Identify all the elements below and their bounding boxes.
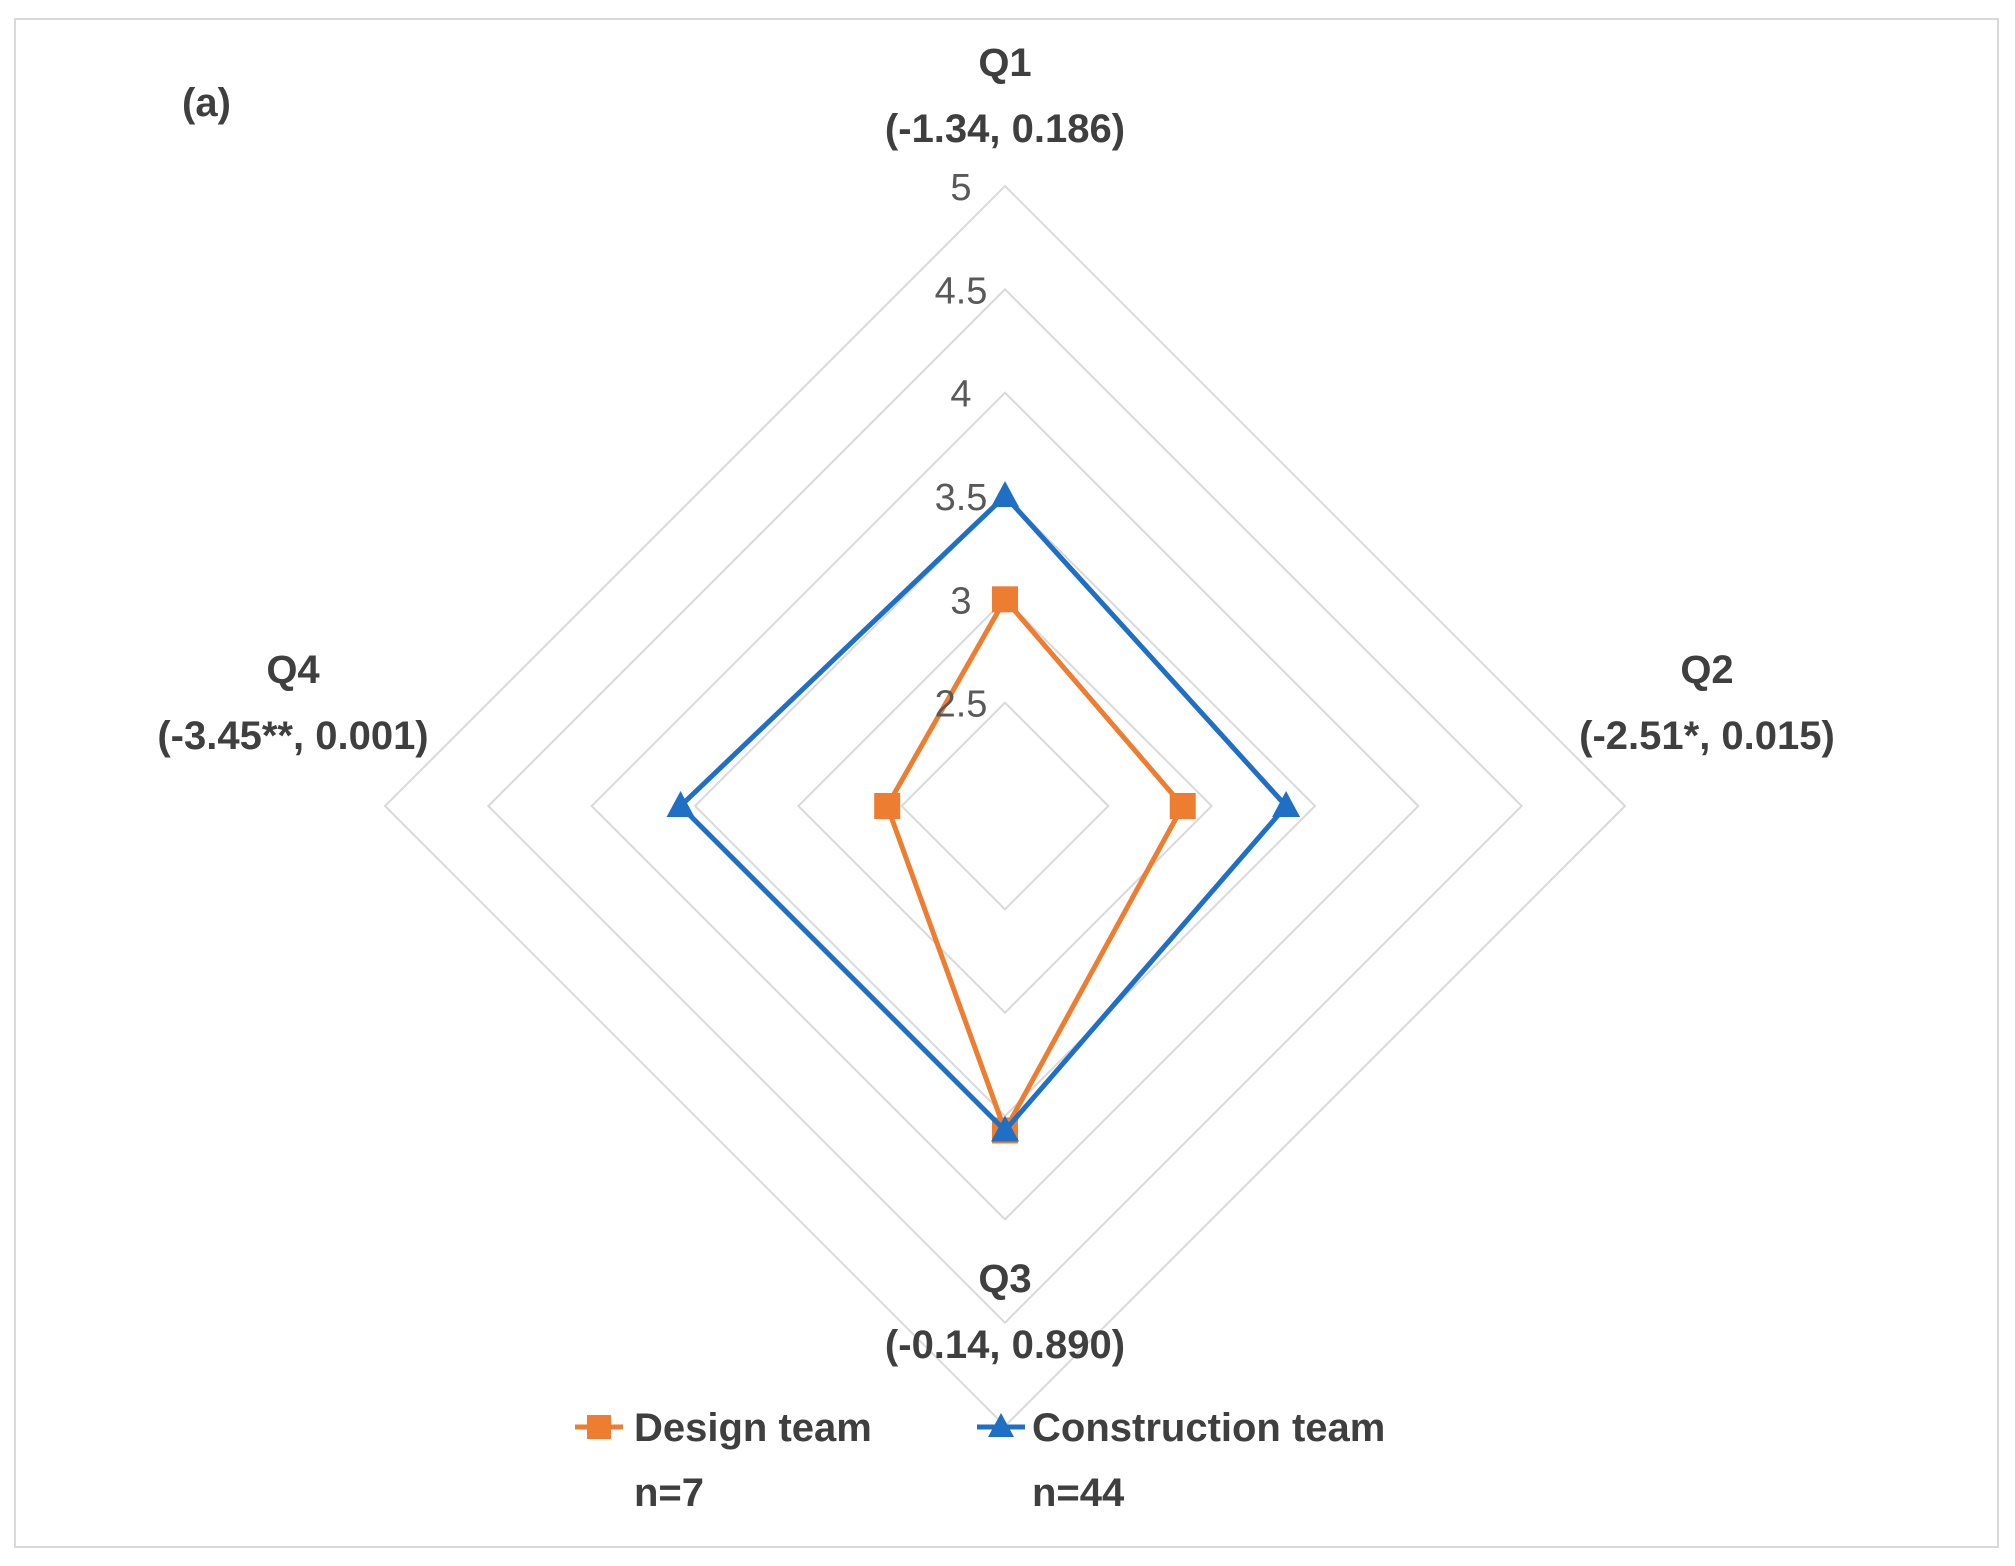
chart-frame [14,18,1999,1548]
series-line-design-team [884,596,1186,1133]
marker-design-team-q4 [874,793,901,819]
grid-ring-5 [383,184,1627,1428]
tick-label-3: 3 [950,580,971,622]
marker-design-team-q1 [992,586,1018,613]
legend-marker-construction-team [988,1413,1014,1437]
tick-label-3-5: 3.5 [935,477,988,519]
axis-stat-q1: (-1.34, 0.186) [885,107,1125,151]
legend-entry-construction-team: Construction team n=44 [977,1406,1385,1515]
series-layer [666,481,1301,1144]
legend: Design team n=7 Construction team n=44 [575,1406,1385,1515]
legend-label-construction-team: Construction team [1032,1406,1385,1450]
marker-design-team-q2 [1169,793,1196,819]
legend-entry-design-team: Design team n=7 [575,1406,872,1515]
axis-label-q3: Q3 [978,1257,1031,1301]
axis-label-q2: Q2 [1680,648,1733,692]
tick-label-4: 4 [950,374,971,416]
tick-label-4-5: 4.5 [935,270,988,312]
grid-ring-4 [590,391,1420,1221]
axis-stat-q2: (-2.51*, 0.015) [1579,714,1835,758]
axis-label-q1: Q1 [978,41,1031,85]
grid-ring-4-5 [486,287,1524,1325]
legend-marker-design-team [587,1415,611,1439]
legend-n-design-team: n=7 [634,1471,704,1515]
marker-construction-team-q1 [991,481,1019,507]
legend-n-construction-team: n=44 [1032,1471,1125,1515]
axis-stat-q3: (-0.14, 0.890) [885,1323,1125,1367]
radar-grid [383,184,1627,1428]
grid-ring-2-5 [900,701,1110,911]
legend-label-design-team: Design team [634,1406,872,1450]
axis-label-q4: Q4 [266,648,320,692]
tick-label-2-5: 2.5 [935,684,988,726]
grid-ring-3 [796,597,1214,1015]
panel-label: (a) [182,81,231,125]
marker-construction-team-q4 [666,791,695,817]
marker-construction-team-q3 [991,1115,1019,1142]
marker-construction-team-q2 [1272,791,1301,817]
axis-stat-q4: (-3.45**, 0.001) [157,714,428,758]
tick-label-5: 5 [950,167,971,209]
